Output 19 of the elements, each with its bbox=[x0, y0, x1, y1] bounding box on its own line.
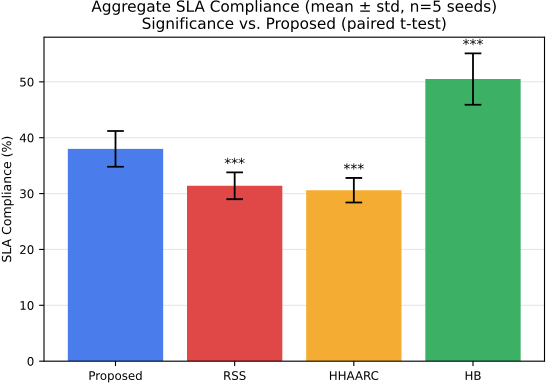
x-tick-label: HHAARC bbox=[330, 371, 378, 380]
annotation: *** bbox=[224, 158, 245, 164]
y-tick-label: 0 bbox=[28, 356, 34, 366]
y-axis-title: SLA Compliance (%) bbox=[2, 136, 14, 262]
bar bbox=[306, 190, 402, 362]
y-tick-label: 40 bbox=[20, 133, 34, 142]
annotation: *** bbox=[463, 38, 483, 46]
annotation: *** bbox=[344, 163, 364, 170]
x-tick-label: HB bbox=[466, 371, 481, 380]
y-tick-label: 10 bbox=[20, 301, 34, 310]
y-tick-label: 50 bbox=[20, 78, 34, 86]
x-tick-label: RSS bbox=[224, 371, 246, 380]
y-tick-label: 20 bbox=[20, 245, 34, 254]
bar bbox=[425, 79, 521, 362]
y-tick-label: 30 bbox=[20, 189, 34, 198]
chart-title: Aggregate SLA Compliance (mean ± std, n=5 seeds) Significance vs. Proposed (paired t-test) bbox=[92, 0, 496, 32]
x-tick-label: Proposed bbox=[89, 370, 142, 382]
bar bbox=[68, 148, 164, 362]
bar bbox=[187, 186, 282, 362]
